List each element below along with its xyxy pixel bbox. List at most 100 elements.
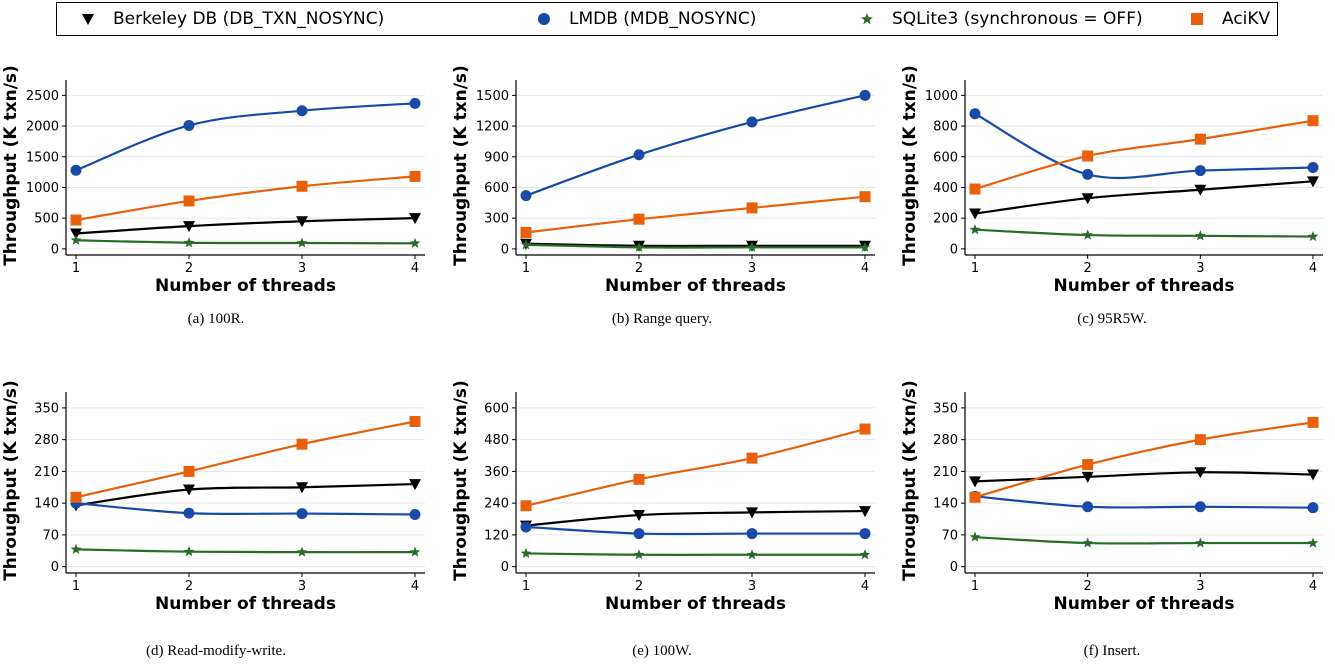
- legend-item-lmdb: LMDB (MDB_NOSYNC): [537, 7, 756, 31]
- data-point-lmdb: [969, 108, 981, 120]
- series-line-acikv: [525, 427, 866, 507]
- data-point-berkeley-db: [859, 506, 871, 518]
- series-line-lmdb: [75, 102, 416, 172]
- x-tick-label: 4: [411, 261, 419, 276]
- data-point-lmdb: [183, 119, 195, 131]
- data-point-berkeley-db: [296, 216, 308, 228]
- y-tick-label: 600: [933, 150, 958, 165]
- data-point-acikv: [409, 170, 421, 182]
- data-point-acikv: [1194, 434, 1206, 446]
- chart-panel-4: 0 70 140 210 280 350 1 2 3 4 Number of threads Thro…: [1, 380, 425, 659]
- x-tick-label: 2: [185, 261, 193, 276]
- y-tick-label: 1000: [26, 181, 59, 196]
- data-point-sqlite3: [520, 239, 532, 250]
- y-tick-label: 350: [34, 401, 59, 416]
- data-point-acikv: [1082, 150, 1094, 162]
- data-point-acikv: [296, 438, 308, 450]
- data-point-lmdb: [520, 190, 532, 202]
- series-berkeley-db: [70, 479, 421, 512]
- data-point-berkeley-db: [1081, 193, 1094, 205]
- y-tick-label: 2500: [26, 89, 59, 104]
- data-point-acikv: [859, 191, 871, 203]
- data-point-lmdb: [409, 508, 421, 520]
- data-point-acikv: [183, 195, 195, 207]
- legend-label-lmdb: LMDB (MDB_NOSYNC): [569, 9, 757, 29]
- x-tick-label: 3: [298, 579, 306, 594]
- series-line-lmdb: [974, 112, 1314, 180]
- x-axis-title: Number of threads: [605, 594, 786, 614]
- series-lmdb: [969, 490, 1319, 514]
- x-axis-title: Number of threads: [1054, 276, 1235, 296]
- data-point-acikv: [183, 465, 195, 477]
- data-point-acikv: [969, 491, 981, 503]
- legend-item-acikv: AciKV: [1190, 7, 1270, 31]
- series-acikv: [70, 170, 421, 226]
- series-acikv: [520, 191, 871, 238]
- data-point-berkeley-db: [409, 213, 421, 225]
- series-sqlite3: [520, 547, 871, 560]
- data-point-sqlite3: [1195, 537, 1206, 548]
- data-point-sqlite3: [746, 549, 758, 560]
- series-sqlite3: [520, 239, 871, 252]
- x-tick-label: 4: [861, 261, 869, 276]
- series-line-sqlite3: [974, 228, 1314, 238]
- series-line-lmdb: [974, 495, 1314, 509]
- data-point-berkeley-db: [746, 507, 758, 519]
- series-sqlite3: [70, 234, 421, 248]
- data-point-sqlite3: [409, 546, 421, 557]
- data-point-berkeley-db: [296, 482, 308, 494]
- y-tick-label: 400: [933, 181, 958, 196]
- y-tick-label: 1500: [26, 150, 59, 165]
- legend-label-berkeley-db: Berkeley DB (DB_TXN_NOSYNC): [113, 9, 385, 29]
- data-point-lmdb: [183, 507, 195, 519]
- data-point-sqlite3: [1307, 537, 1319, 548]
- x-axis-title: Number of threads: [1054, 594, 1235, 614]
- data-point-lmdb: [633, 149, 645, 161]
- x-tick-label: 2: [185, 579, 193, 594]
- series-sqlite3: [969, 531, 1319, 548]
- y-axis-title: Throughput (K txn/s): [1, 380, 21, 581]
- series-berkeley-db: [969, 176, 1319, 220]
- data-point-lmdb: [1307, 162, 1319, 173]
- x-tick-label: 2: [1084, 261, 1092, 276]
- circle-marker-icon: [538, 13, 550, 25]
- y-tick-label: 0: [501, 242, 509, 257]
- data-point-berkeley-db: [1194, 467, 1207, 479]
- series-line-sqlite3: [974, 536, 1313, 545]
- series-acikv: [70, 415, 421, 503]
- panel-caption: (d) Read-modify-write.: [146, 643, 286, 659]
- data-point-acikv: [746, 202, 758, 214]
- x-axis-title: Number of threads: [605, 276, 786, 296]
- y-axis-title: Throughput (K txn/s): [900, 65, 920, 266]
- data-point-berkeley-db: [633, 510, 645, 522]
- series-lmdb: [70, 497, 421, 520]
- data-point-sqlite3: [633, 241, 645, 252]
- x-axis-title: Number of threads: [155, 594, 336, 614]
- x-tick-label: 2: [1084, 579, 1092, 594]
- series-berkeley-db: [70, 213, 421, 240]
- star-marker-icon: [861, 13, 873, 25]
- y-tick-label: 70: [941, 528, 958, 543]
- series-line-sqlite3: [525, 243, 865, 249]
- x-tick-label: 3: [1196, 579, 1204, 594]
- chart-panel-1: 0 500 1000 1500 2000 2500 1 2 3 4 Number of thread…: [1, 65, 425, 327]
- panel-caption: (a) 100R.: [188, 311, 245, 327]
- y-tick-label: 240: [484, 497, 509, 512]
- data-point-berkeley-db: [1307, 176, 1319, 188]
- x-tick-label: 4: [1309, 579, 1317, 594]
- y-tick-label: 500: [34, 212, 59, 227]
- x-tick-label: 1: [72, 579, 80, 594]
- data-point-lmdb: [1194, 165, 1206, 177]
- x-tick-label: 3: [298, 261, 306, 276]
- data-point-sqlite3: [70, 543, 82, 554]
- series-line-acikv: [525, 195, 866, 234]
- data-point-sqlite3: [969, 531, 981, 542]
- data-point-acikv: [633, 473, 645, 485]
- chart-panel-2: 0 300 600 900 1200 1500 1 2 3 4 Number of threads T…: [451, 65, 875, 327]
- chart-panel-5: 0 120 240 360 480 600 1 2 3 4 Number of threads Thr…: [451, 380, 875, 659]
- x-tick-label: 3: [748, 579, 756, 594]
- y-tick-label: 350: [933, 401, 958, 416]
- data-point-sqlite3: [859, 549, 871, 560]
- data-point-acikv: [409, 415, 421, 427]
- data-point-sqlite3: [520, 547, 532, 558]
